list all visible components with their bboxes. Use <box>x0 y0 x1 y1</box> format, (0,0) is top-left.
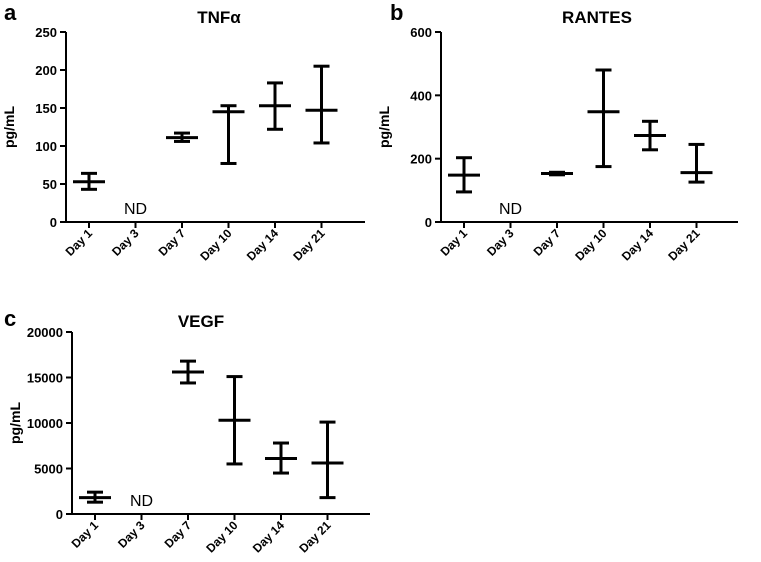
x-tick-label: Day 21 <box>290 226 327 263</box>
y-axis-label: pg/mL <box>376 106 392 148</box>
errorbar-point <box>634 119 666 152</box>
errorbar-point <box>218 375 251 466</box>
panel-letter: b <box>390 0 403 25</box>
y-tick-label: 250 <box>35 25 57 40</box>
y-axis-label: pg/mL <box>7 402 23 444</box>
y-tick-label: 600 <box>410 25 432 40</box>
x-tick-label: Day 7 <box>162 518 195 551</box>
x-tick-label: Day 1 <box>69 518 102 551</box>
y-tick-label: 150 <box>35 101 57 116</box>
panel-letter: c <box>4 306 16 331</box>
y-tick-label: 10000 <box>27 416 63 431</box>
x-tick-label: Day 14 <box>250 518 287 555</box>
y-tick-label: 0 <box>50 215 57 230</box>
errorbar-point <box>448 156 480 194</box>
x-tick-label: Day 7 <box>156 226 189 259</box>
y-tick-label: 50 <box>43 177 57 192</box>
nd-annotation: ND <box>130 493 153 510</box>
errorbar-point <box>265 441 297 475</box>
x-tick-label: Day 14 <box>244 226 281 263</box>
errorbar-point <box>79 490 111 504</box>
chart-title: TNFα <box>197 8 241 27</box>
x-tick-label: Day 14 <box>619 226 656 263</box>
errorbar-point <box>541 170 573 177</box>
x-tick-label: Day 7 <box>531 226 564 259</box>
x-tick-label: Day 21 <box>665 226 702 263</box>
x-tick-label: Day 21 <box>296 518 333 555</box>
x-tick-label: Day 3 <box>484 226 517 259</box>
chart-title: VEGF <box>178 312 224 331</box>
nd-annotation: ND <box>124 201 147 218</box>
errorbar-point <box>212 104 245 165</box>
x-tick-label: Day 3 <box>115 518 148 551</box>
y-tick-label: 20000 <box>27 325 63 340</box>
panel-letter: a <box>4 0 17 25</box>
chart-panel-c: c VEGF pg/mL 0 5000 10000 15000 20000 Day 1 Day 3… <box>4 306 370 555</box>
y-tick-label: 400 <box>410 88 432 103</box>
errorbar-point <box>73 171 105 191</box>
x-tick-label: Day 10 <box>572 226 609 263</box>
x-tick-label: Day 10 <box>197 226 234 263</box>
errorbar-point <box>172 359 204 385</box>
y-tick-label: 100 <box>35 139 57 154</box>
x-tick-label: Day 10 <box>203 518 240 555</box>
x-tick-label: Day 3 <box>109 226 142 259</box>
nd-annotation: ND <box>499 201 522 218</box>
errorbar-point <box>680 142 713 184</box>
chart-panel-a: a TNFα pg/mL 0 50 100 150 200 250 Day 1 Day 3 Day 7… <box>1 0 365 263</box>
errorbar-point <box>259 81 291 131</box>
x-tick-label: Day 1 <box>63 226 96 259</box>
errorbar-point <box>166 131 198 143</box>
y-tick-label: 15000 <box>27 371 63 386</box>
y-tick-label: 200 <box>410 152 432 167</box>
errorbar-point <box>587 68 620 169</box>
y-tick-label: 200 <box>35 63 57 78</box>
y-tick-label: 0 <box>425 215 432 230</box>
errorbar-point <box>305 64 338 145</box>
y-tick-label: 0 <box>56 507 63 522</box>
chart-title: RANTES <box>562 8 632 27</box>
y-tick-label: 5000 <box>34 462 63 477</box>
errorbar-point <box>311 420 344 500</box>
x-tick-label: Day 1 <box>438 226 471 259</box>
y-axis-label: pg/mL <box>1 106 17 148</box>
